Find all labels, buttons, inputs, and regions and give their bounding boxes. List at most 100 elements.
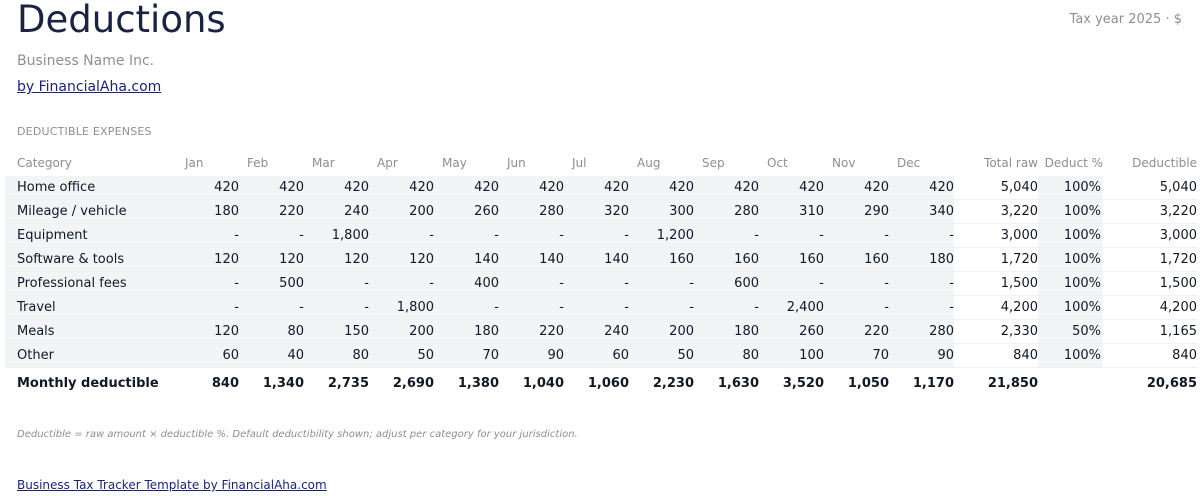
month-cell: 140 bbox=[434, 247, 499, 272]
month-cell: 420 bbox=[369, 176, 434, 200]
month-cell: 50 bbox=[369, 343, 434, 368]
deductible-cell: 840 bbox=[1103, 343, 1197, 368]
month-total: 2,690 bbox=[369, 367, 434, 398]
month-total: 1,380 bbox=[434, 367, 499, 398]
category-cell: Home office bbox=[5, 176, 177, 200]
month-total: 1,340 bbox=[239, 367, 304, 398]
month-cell: 120 bbox=[177, 247, 239, 272]
col-header-month: Oct bbox=[767, 156, 788, 170]
tax-year-label: Tax year 2025 · $ bbox=[1069, 12, 1182, 27]
month-cell: 140 bbox=[499, 247, 564, 272]
month-cell: 180 bbox=[889, 247, 954, 272]
category-cell: Travel bbox=[5, 295, 177, 320]
col-header-total-raw: Total raw bbox=[984, 156, 1038, 170]
deduct-pct-cell: 100% bbox=[1038, 343, 1103, 368]
col-header-month: Jan bbox=[185, 156, 204, 170]
month-cell: 280 bbox=[499, 199, 564, 224]
month-total: 2,735 bbox=[304, 367, 369, 398]
total-raw-cell: 3,000 bbox=[954, 223, 1038, 248]
category-cell: Other bbox=[5, 343, 177, 368]
month-cell: 70 bbox=[824, 343, 889, 368]
grand-total-raw: 21,850 bbox=[954, 367, 1038, 398]
business-name: Business Name Inc. bbox=[17, 53, 155, 69]
month-cell: - bbox=[369, 223, 434, 248]
month-cell: - bbox=[177, 223, 239, 248]
table-row: Mileage / vehicle 180 220 240 200 260 280 320 30… bbox=[5, 199, 1197, 224]
month-cell: 120 bbox=[177, 319, 239, 344]
month-cell: 600 bbox=[694, 271, 759, 296]
table-row: Travel - - -1,800- - - - -2,400- -4,200 100% 4,200 bbox=[5, 295, 1197, 320]
deduct-pct-cell: 100% bbox=[1038, 295, 1103, 320]
col-header-deduct-pct: Deduct % bbox=[1044, 156, 1103, 170]
month-total: 1,050 bbox=[824, 367, 889, 398]
month-cell: - bbox=[499, 295, 564, 320]
month-cell: 90 bbox=[499, 343, 564, 368]
month-cell: 120 bbox=[369, 247, 434, 272]
deduct-pct-cell: 100% bbox=[1038, 223, 1103, 248]
month-total: 1,170 bbox=[889, 367, 954, 398]
month-cell: - bbox=[564, 295, 629, 320]
month-cell: 200 bbox=[369, 199, 434, 224]
month-cell: - bbox=[564, 223, 629, 248]
col-header-month: Mar bbox=[312, 156, 335, 170]
month-cell: 420 bbox=[177, 176, 239, 200]
total-raw-cell: 1,720 bbox=[954, 247, 1038, 272]
month-cell: 420 bbox=[629, 176, 694, 200]
col-header-month: Feb bbox=[247, 156, 269, 170]
table-row: Professional fees -500- -400- - -600- - -1,500… bbox=[5, 271, 1197, 296]
total-raw-cell: 1,500 bbox=[954, 271, 1038, 296]
table-row: Software & tools 120 120 120 120 140 140 140 160… bbox=[5, 247, 1197, 272]
month-cell: 160 bbox=[824, 247, 889, 272]
month-cell: - bbox=[629, 271, 694, 296]
month-cell: 1,800 bbox=[304, 223, 369, 248]
month-cell: - bbox=[824, 295, 889, 320]
month-cell: 420 bbox=[434, 176, 499, 200]
month-cell: - bbox=[499, 223, 564, 248]
deductible-cell: 3,220 bbox=[1103, 199, 1197, 224]
month-cell: 240 bbox=[564, 319, 629, 344]
month-cell: 200 bbox=[629, 319, 694, 344]
month-cell: 80 bbox=[304, 343, 369, 368]
month-cell: 180 bbox=[434, 319, 499, 344]
month-cell: 310 bbox=[759, 199, 824, 224]
month-cell: 420 bbox=[889, 176, 954, 200]
month-cell: 260 bbox=[434, 199, 499, 224]
month-total: 1,060 bbox=[564, 367, 629, 398]
page-title: Deductions bbox=[17, 0, 226, 41]
month-cell: 420 bbox=[239, 176, 304, 200]
month-cell: 500 bbox=[239, 271, 304, 296]
table-row: Meals 120 80 150 200 180 220 240 200 180 260 220 280… bbox=[5, 319, 1197, 344]
month-cell: - bbox=[499, 271, 564, 296]
deductible-cell: 1,500 bbox=[1103, 271, 1197, 296]
col-header-deductible: Deductible bbox=[1132, 156, 1197, 170]
month-cell: 90 bbox=[889, 343, 954, 368]
footer-template-link[interactable]: Business Tax Tracker Template by Financi… bbox=[17, 478, 327, 492]
col-header-month: Aug bbox=[637, 156, 661, 170]
deduct-pct-cell: 100% bbox=[1038, 199, 1103, 224]
col-header-category: Category bbox=[17, 156, 72, 170]
totals-row: Monthly deductible 840 1,340 2,735 2,690… bbox=[5, 367, 1197, 398]
deduct-pct-cell: 50% bbox=[1038, 319, 1103, 344]
month-cell: 400 bbox=[434, 271, 499, 296]
month-cell: 60 bbox=[564, 343, 629, 368]
month-cell: 420 bbox=[499, 176, 564, 200]
month-cell: 280 bbox=[694, 199, 759, 224]
deduct-pct-cell: 100% bbox=[1038, 176, 1103, 200]
month-cell: - bbox=[824, 223, 889, 248]
section-label: DEDUCTIBLE EXPENSES bbox=[17, 125, 152, 138]
month-cell: 100 bbox=[759, 343, 824, 368]
month-cell: - bbox=[434, 223, 499, 248]
month-cell: 2,400 bbox=[759, 295, 824, 320]
month-cell: - bbox=[239, 223, 304, 248]
month-cell: 70 bbox=[434, 343, 499, 368]
month-cell: 320 bbox=[564, 199, 629, 224]
month-cell: 1,200 bbox=[629, 223, 694, 248]
table-row: Equipment - -1,800- - - -1,200- - - -3,000 100% 3,… bbox=[5, 223, 1197, 248]
month-cell: 220 bbox=[239, 199, 304, 224]
month-cell: 200 bbox=[369, 319, 434, 344]
by-financialaha-link[interactable]: by FinancialAha.com bbox=[17, 79, 162, 95]
total-raw-cell: 840 bbox=[954, 343, 1038, 368]
category-cell: Professional fees bbox=[5, 271, 177, 296]
month-cell: 40 bbox=[239, 343, 304, 368]
month-total: 840 bbox=[177, 367, 239, 398]
